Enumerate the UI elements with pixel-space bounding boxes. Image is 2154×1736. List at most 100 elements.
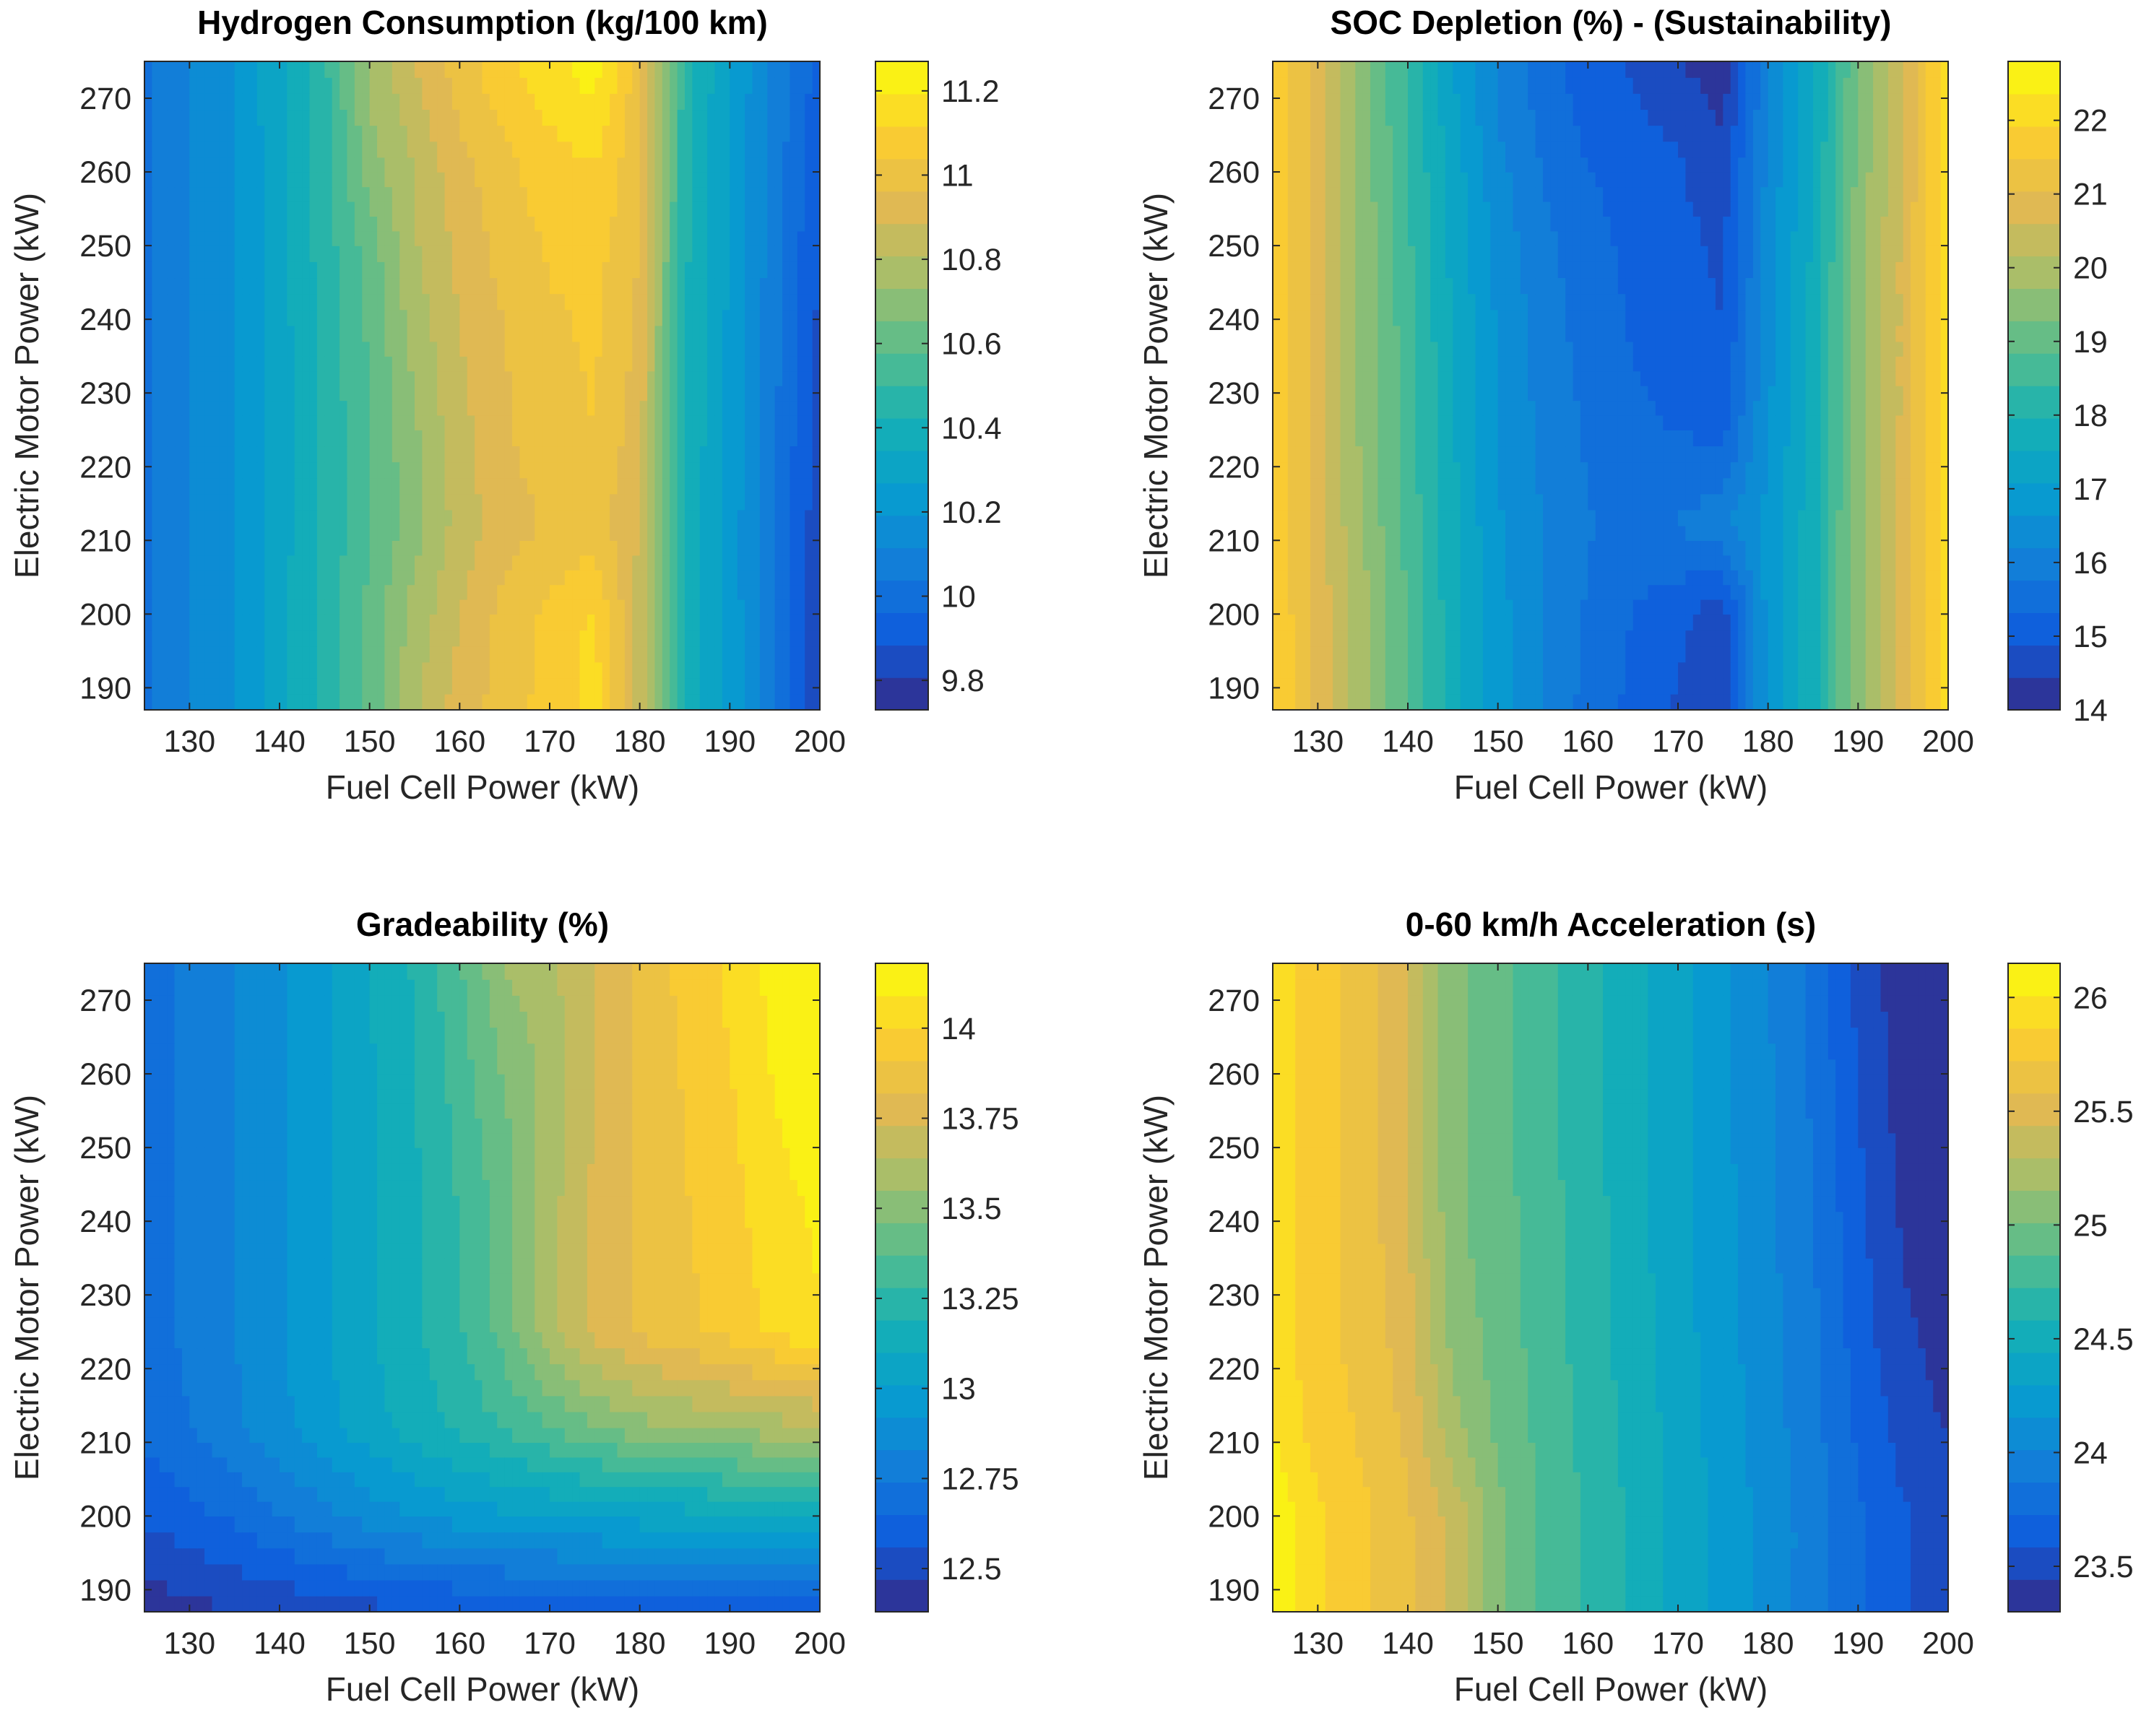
- contour-cell: [430, 342, 438, 357]
- contour-cell: [738, 494, 745, 511]
- contour-cell: [640, 599, 648, 615]
- contour-cell: [264, 430, 272, 446]
- contour-cell: [445, 109, 453, 126]
- contour-cell: [399, 662, 407, 679]
- contour-cell: [1385, 540, 1393, 555]
- contour-cell: [670, 172, 678, 187]
- contour-cell: [1881, 526, 1889, 541]
- contour-cell: [1385, 555, 1393, 570]
- contour-cell: [167, 430, 175, 446]
- contour-cell: [1423, 540, 1431, 555]
- contour-cell: [235, 125, 243, 142]
- contour-cell: [678, 186, 685, 201]
- contour-cell: [189, 662, 197, 679]
- contour-cell: [587, 415, 595, 430]
- contour-cell: [197, 646, 205, 663]
- contour-cell: [1633, 570, 1641, 585]
- contour-cell: [483, 186, 490, 201]
- contour-cell: [339, 415, 347, 430]
- contour-cell: [594, 371, 602, 386]
- contour-cell: [670, 356, 678, 371]
- contour-cell: [182, 614, 190, 630]
- contour-cell: [295, 646, 303, 663]
- contour-cell: [1820, 570, 1828, 585]
- contour-cell: [1640, 599, 1648, 615]
- contour-cell: [490, 246, 498, 262]
- colorbar-band: [875, 418, 928, 451]
- contour-cell: [557, 310, 565, 326]
- contour-cell: [189, 371, 197, 386]
- contour-cell: [670, 61, 678, 78]
- contour-cell: [220, 310, 228, 326]
- contour-cell: [362, 386, 370, 401]
- contour-cell: [647, 157, 655, 173]
- contour-cell: [249, 630, 257, 646]
- contour-cell: [678, 61, 685, 78]
- contour-cell: [1273, 614, 1281, 630]
- contour-cell: [339, 125, 347, 142]
- contour-cell: [625, 599, 633, 615]
- contour-cell: [1866, 694, 1874, 711]
- contour-cell: [362, 125, 370, 142]
- contour-cell: [647, 461, 655, 478]
- contour-cell: [753, 570, 761, 585]
- contour-cell: [392, 555, 400, 570]
- contour-cell: [692, 614, 700, 630]
- contour-cell: [144, 61, 152, 78]
- contour-cell: [362, 540, 370, 555]
- contour-cell: [678, 277, 685, 294]
- contour-cell: [535, 526, 542, 541]
- contour-cell: [610, 540, 618, 555]
- contour-cell: [1918, 599, 1926, 615]
- contour-cell: [212, 109, 220, 126]
- contour-cell: [1415, 555, 1423, 570]
- contour-cell: [535, 246, 542, 262]
- contour-cell: [235, 261, 243, 278]
- contour-cell: [362, 356, 370, 371]
- contour-cell: [1881, 630, 1889, 646]
- contour-cell: [302, 400, 310, 415]
- contour-cell: [738, 646, 745, 663]
- contour-cell: [182, 157, 190, 173]
- contour-cell: [227, 430, 235, 446]
- contour-cell: [347, 93, 355, 110]
- contour-cell: [1656, 570, 1664, 585]
- contour-cell: [1521, 526, 1528, 541]
- contour-cell: [362, 231, 370, 246]
- contour-cell: [700, 246, 708, 262]
- contour-cell: [647, 430, 655, 446]
- contour-cell: [700, 61, 708, 78]
- contour-cell: [332, 201, 340, 217]
- contour-cell: [692, 371, 700, 386]
- contour-cell: [557, 585, 565, 600]
- contour-cell: [339, 201, 347, 217]
- contour-cell: [317, 555, 325, 570]
- contour-cell: [700, 614, 708, 630]
- contour-cell: [535, 356, 542, 371]
- contour-cell: [519, 186, 527, 201]
- contour-cell: [1543, 662, 1551, 679]
- contour-cell: [370, 446, 378, 462]
- contour-cell: [542, 231, 550, 246]
- contour-cell: [760, 555, 768, 570]
- contour-cell: [212, 386, 220, 401]
- contour-cell: [249, 662, 257, 679]
- contour-cell: [227, 386, 235, 401]
- contour-cell: [430, 599, 438, 615]
- contour-cell: [204, 555, 212, 570]
- contour-cell: [1708, 694, 1716, 711]
- contour-cell: [204, 157, 212, 173]
- contour-cell: [227, 555, 235, 570]
- contour-cell: [760, 293, 768, 310]
- contour-cell: [189, 61, 197, 78]
- contour-cell: [565, 510, 573, 526]
- contour-cell: [512, 570, 520, 585]
- contour-cell: [640, 585, 648, 600]
- contour-cell: [339, 277, 347, 294]
- contour-cell: [295, 494, 303, 511]
- contour-cell: [1536, 540, 1544, 555]
- contour-cell: [1468, 570, 1476, 585]
- contour-cell: [542, 310, 550, 326]
- contour-cell: [745, 694, 753, 711]
- contour-cell: [280, 61, 287, 78]
